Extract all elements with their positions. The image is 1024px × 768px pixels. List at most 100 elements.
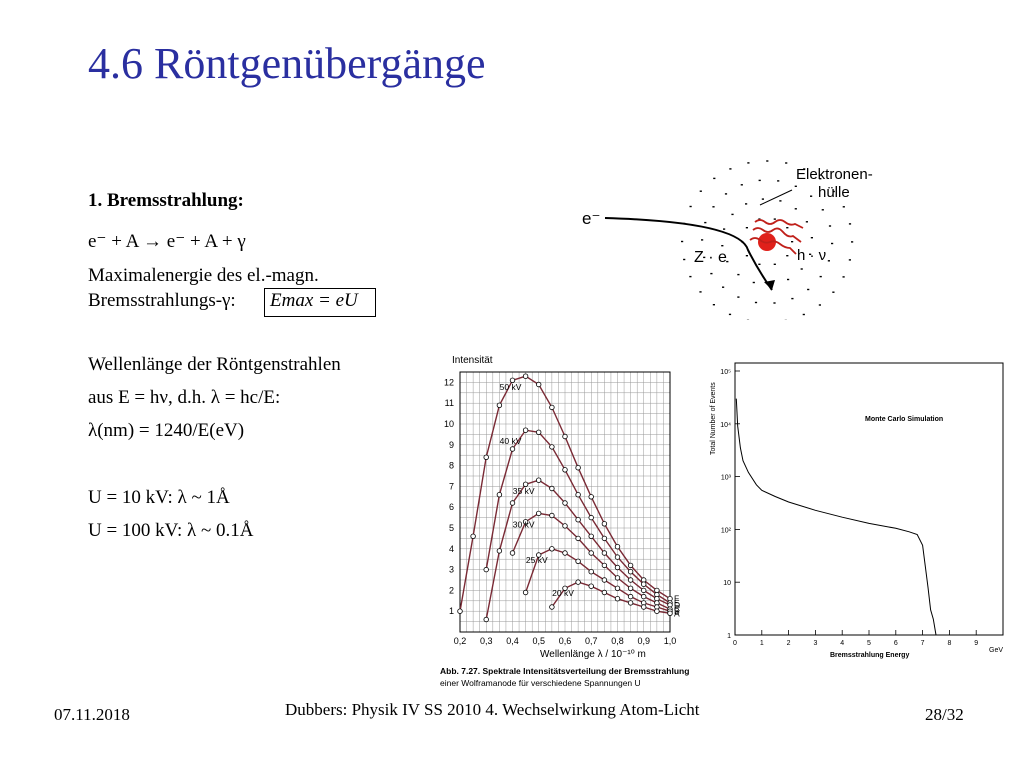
line-letter-label: C	[674, 604, 680, 614]
data-point	[575, 491, 581, 498]
shell-dot	[726, 260, 729, 263]
data-point	[588, 550, 594, 556]
line-letter-label: B	[674, 606, 680, 616]
shell-dot	[791, 297, 794, 300]
data-point	[588, 494, 594, 500]
wavelength-line-2: aus E = hν, d.h. λ = hc/E:	[88, 387, 281, 408]
curve-label: 40 kV	[500, 436, 522, 446]
shell-dot	[740, 184, 743, 186]
data-point	[549, 485, 555, 492]
y-tick-label: 10	[723, 580, 731, 587]
data-point	[549, 604, 555, 610]
data-point	[575, 464, 581, 471]
y-tick-label: 1	[727, 633, 731, 640]
shell-dot	[703, 256, 706, 259]
line-letter-label: E	[674, 598, 680, 608]
x-tick-label: 0,6	[559, 636, 572, 646]
data-point	[575, 535, 581, 542]
chart-right-frame	[734, 362, 1004, 636]
y-tick-label: 7	[449, 481, 454, 491]
electron-arrowhead	[764, 280, 775, 290]
data-point	[667, 610, 673, 616]
curve-label: 35 kV	[513, 486, 535, 496]
data-point	[614, 595, 621, 602]
data-point	[549, 546, 555, 552]
shell-dot	[752, 281, 755, 284]
x-tick-label: 2	[787, 640, 791, 647]
shell-dot	[805, 221, 808, 223]
shell-dot	[827, 260, 830, 262]
footer-page-number: 28/32	[925, 705, 964, 724]
data-point	[627, 577, 634, 583]
shell-dot	[810, 237, 813, 239]
data-point	[535, 381, 542, 388]
y-tick-label: 1	[449, 606, 454, 616]
footer-date: 07.11.2018	[54, 705, 130, 724]
shell-dot	[828, 225, 832, 227]
data-point	[562, 523, 568, 529]
shell-dot	[699, 190, 702, 192]
section-heading: 1. Bremsstrahlung:	[88, 190, 244, 211]
electron-path	[604, 217, 773, 291]
shell-dot	[758, 263, 761, 265]
reaction-equation: e⁻ + A → e⁻ + A + γ	[88, 231, 246, 252]
data-point	[457, 608, 463, 614]
shell-dot	[754, 301, 758, 304]
shell-dot	[848, 223, 852, 225]
shell-dot	[728, 313, 732, 316]
max-energy-line-1: Maximalenergie des el.-magn.	[88, 265, 319, 286]
wavelength-line-3: λ(nm) = 1240/E(eV)	[88, 420, 245, 441]
shell-dot	[787, 278, 790, 281]
shell-dot	[758, 179, 761, 182]
shell-dot	[689, 205, 692, 208]
slide-title: 4.6 Röntgenübergänge	[88, 39, 486, 88]
photon-arrows	[749, 219, 804, 255]
photon-arrow-2	[752, 227, 802, 243]
shell-dot	[794, 185, 797, 187]
shell-dot	[773, 302, 776, 304]
shell-dot	[819, 178, 822, 180]
x-tick-label: 9	[974, 640, 978, 647]
curve-label: 50 kV	[500, 382, 522, 392]
data-point	[601, 577, 608, 583]
chart-left-caption-2: einer Wolframanode für verschiedene Span…	[440, 678, 641, 688]
data-point	[588, 514, 594, 521]
shell-dot	[832, 190, 835, 193]
shell-dot	[713, 177, 716, 180]
data-point	[522, 519, 529, 525]
data-point	[522, 427, 529, 433]
x-tick-label: 8	[947, 640, 951, 647]
data-point	[588, 583, 594, 589]
data-point	[549, 444, 555, 450]
data-point	[575, 579, 581, 585]
spectrum-histogram	[735, 398, 937, 636]
data-point	[627, 568, 634, 575]
y-tick-label: 8	[449, 461, 454, 471]
data-point	[535, 552, 542, 558]
photon-arrow-1	[754, 219, 804, 229]
shell-dot	[777, 180, 780, 182]
data-point	[509, 500, 516, 506]
chart-right-xunit: GeV	[989, 647, 1003, 654]
shell-dot	[689, 275, 692, 278]
x-tick-label: 0,8	[611, 636, 624, 646]
data-point	[614, 554, 621, 560]
y-tick-label: 9	[449, 440, 454, 450]
x-tick-label: 4	[840, 640, 844, 647]
shell-dot	[810, 195, 813, 197]
y-tick-label: 10³	[721, 475, 732, 482]
y-tick-label: 3	[449, 565, 454, 575]
shell-dot	[737, 296, 740, 298]
shell-dot	[785, 162, 788, 164]
y-tick-label: 10⁵	[720, 369, 731, 376]
chart-left-xlabel: Wellenlänge λ / 10⁻¹⁰ m	[540, 649, 646, 660]
example-100kv: U = 100 kV: λ ~ 0.1Å	[88, 520, 254, 541]
electron-label: e⁻	[582, 209, 600, 228]
shell-dot	[786, 227, 789, 229]
data-point	[601, 562, 608, 569]
x-tick-label: 1	[760, 640, 764, 647]
y-tick-label: 5	[449, 523, 454, 533]
